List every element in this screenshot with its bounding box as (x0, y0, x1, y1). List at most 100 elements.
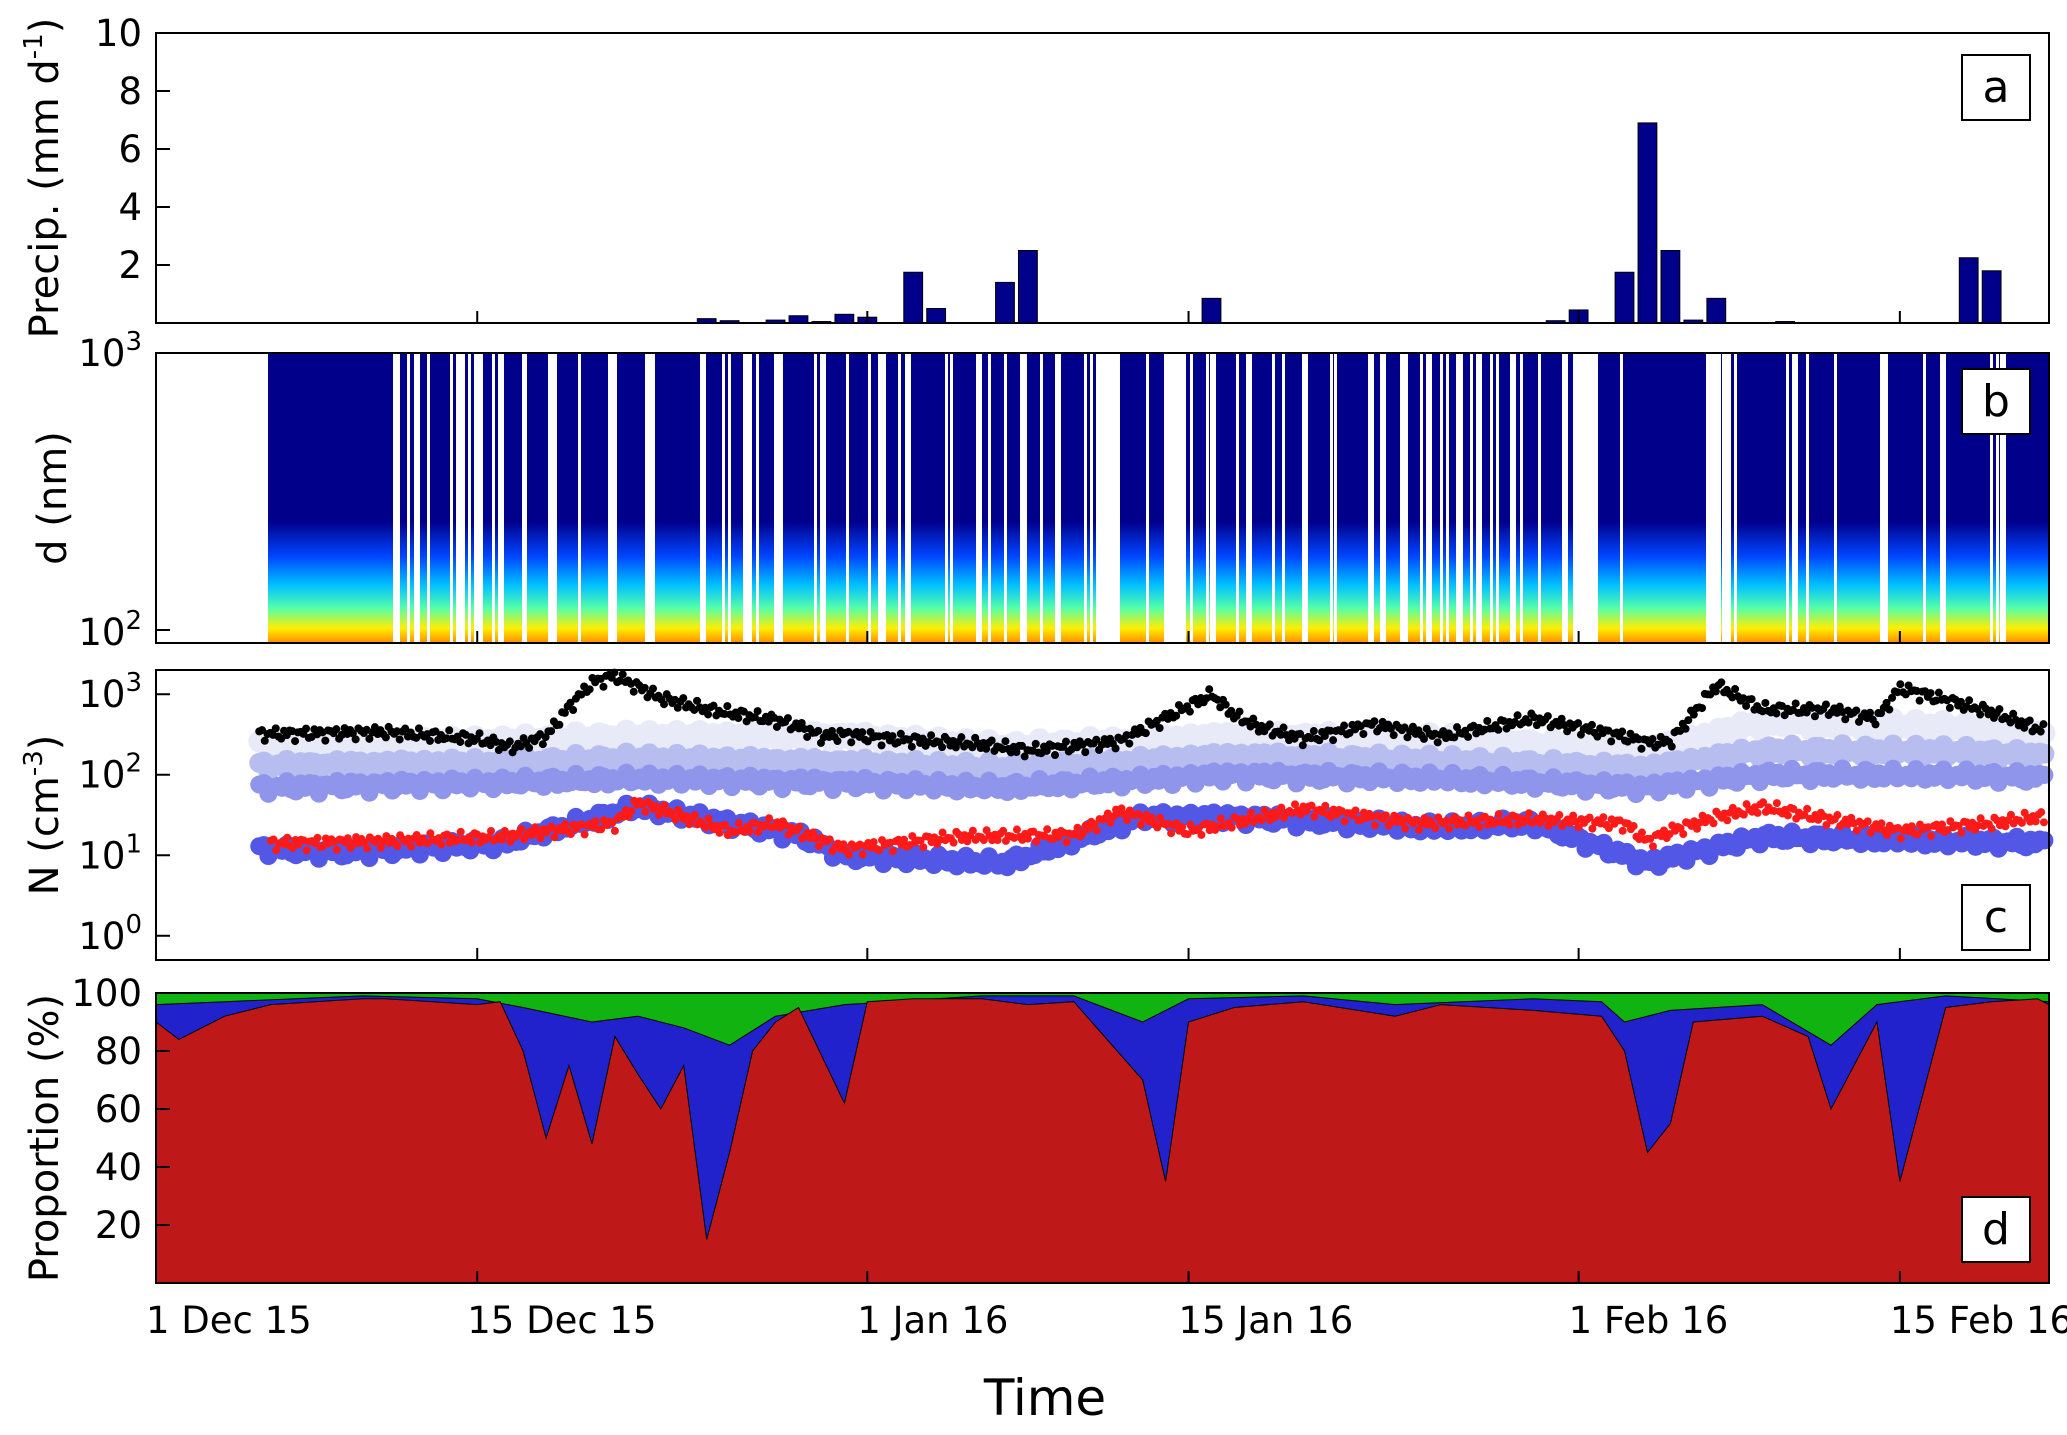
panel-c-y-label-close: ) (22, 735, 68, 751)
scatter-point (803, 732, 812, 741)
scatter-point (704, 710, 713, 719)
scatter-point (547, 727, 556, 736)
data-gap (749, 353, 752, 643)
scatter-point (506, 837, 515, 846)
panel-b-y-label: d (nm) (30, 431, 76, 565)
scatter-point (1938, 820, 1947, 829)
scatter-point (916, 836, 925, 845)
scatter-point (753, 707, 762, 716)
data-gap (1510, 353, 1516, 643)
heatmap-gaps (393, 353, 2006, 643)
scatter-point (627, 807, 636, 816)
scatter-point (525, 743, 534, 752)
scatter-point (1197, 830, 1206, 839)
data-gap (397, 353, 400, 643)
scatter-point (721, 820, 730, 829)
data-gap (814, 353, 817, 643)
scatter-point (1310, 812, 1319, 821)
y-tick-label: 6 (118, 128, 142, 171)
scatter-point (2006, 810, 2015, 819)
scatter-point (1216, 814, 1225, 823)
scatter-point (685, 820, 694, 829)
scatter-point (1723, 816, 1732, 825)
y-tick-label: 20 (95, 1204, 142, 1247)
scatter-point (1227, 706, 1236, 715)
data-gap (1575, 353, 1585, 643)
scatter-point (1401, 824, 1410, 833)
scatter-point (1698, 704, 1707, 713)
scatter-point (1802, 708, 1811, 717)
scatter-point (1841, 715, 1850, 724)
scatter-point (993, 836, 1002, 845)
data-gap (480, 353, 483, 643)
data-gap (427, 353, 430, 643)
scatter-point (927, 731, 936, 740)
panel-d-frame (155, 992, 2050, 1284)
scatter-point (1351, 806, 1360, 815)
panel-c-y-label-sup: -3 (19, 750, 49, 776)
scatter-point (1772, 709, 1781, 718)
scatter-point (608, 818, 617, 827)
data-gap (608, 353, 614, 643)
data-gap (1460, 353, 1463, 643)
data-gap (1806, 353, 1809, 643)
scatter-point (723, 702, 732, 711)
scatter-point (1277, 803, 1286, 812)
data-gap (1420, 353, 1423, 643)
scatter-point (1042, 746, 1051, 755)
scatter-point (1433, 738, 1442, 747)
panel-b-tick-100: 102 (78, 606, 142, 654)
data-gap (498, 353, 504, 643)
precip-bar (765, 319, 786, 324)
scatter-point (1888, 693, 1897, 702)
panel-a-tag-box (1961, 54, 2031, 121)
precip-bar (1775, 321, 1796, 324)
x-tick-label: 15 Dec 15 (467, 1299, 656, 1342)
data-gap (1282, 353, 1285, 643)
scatter-point (414, 724, 423, 733)
scatter-point (566, 830, 575, 839)
x-tick-label: 1 Feb 16 (1569, 1299, 1729, 1342)
scatter-point (875, 846, 884, 855)
scatter-point (949, 838, 958, 847)
scatter-point (1956, 697, 1965, 706)
scatter-point (1791, 699, 1800, 708)
data-gap (1476, 353, 1482, 643)
data-gap (1330, 353, 1333, 643)
data-gap (1456, 353, 1462, 643)
scatter-point (2017, 818, 2026, 827)
scatter-point (1684, 716, 1693, 725)
panel-d-y-ticks: 20 40 60 80 100 (71, 972, 170, 1247)
scatter-point (968, 826, 977, 835)
data-gap (456, 353, 462, 643)
scatter-point (1381, 811, 1390, 820)
scatter-point (505, 737, 514, 746)
scatter-point (1291, 800, 1300, 809)
scatter-point (2039, 720, 2048, 729)
scatter-point (1205, 685, 1214, 694)
scatter-point (425, 736, 434, 745)
scatter-point (517, 824, 526, 833)
scatter-point (858, 728, 867, 737)
panel-a-tag: a (1983, 62, 2010, 113)
scatter-point (585, 685, 594, 694)
precip-bar (1706, 297, 1727, 324)
panel-b-tag: b (1982, 376, 2010, 427)
precip-bar (1545, 320, 1566, 324)
scatter-point (456, 737, 465, 746)
panel-b-tag-box (1961, 368, 2031, 435)
y-tick-label: 8 (118, 70, 142, 113)
scatter-point (1893, 688, 1902, 697)
data-gap (976, 353, 982, 643)
scatter-point (1090, 820, 1099, 829)
scatter-point (844, 850, 853, 859)
data-gap (743, 353, 749, 643)
scatter-point (1739, 810, 1748, 819)
panel-b-frame (155, 352, 2050, 644)
data-gap (1940, 353, 1946, 643)
scatter-point (1863, 817, 1872, 826)
scatter-point (260, 736, 269, 745)
y-tick-label: 100 (78, 910, 142, 958)
scatter-point (597, 825, 606, 834)
scatter-point (591, 817, 600, 826)
